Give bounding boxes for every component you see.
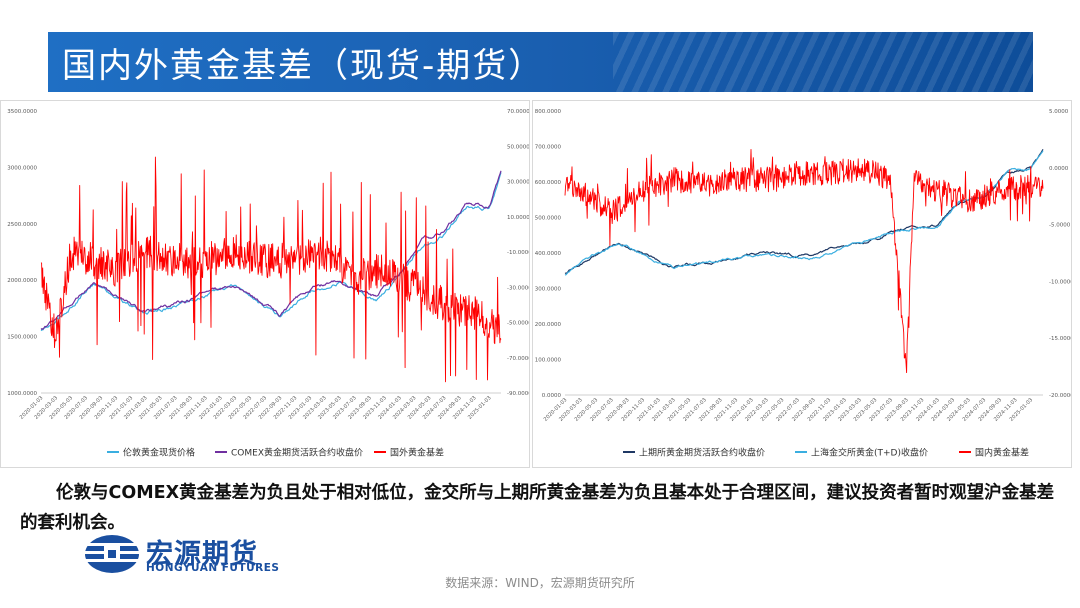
- chart-domestic-gold-basis: 0.0000 100.0000 200.0000 300.0000 400.0000 50…: [532, 100, 1074, 468]
- logo-text-cn: 宏源期货: [146, 539, 258, 570]
- y-right-tick-label: -10.0000: [1049, 279, 1071, 285]
- y-right-tick-label: 5.0000: [1049, 109, 1069, 115]
- y-right-tick-label: 50.0000: [507, 144, 529, 150]
- y-left-tick-label: 700.0000: [535, 145, 562, 151]
- legend-label: COMEX黄金期货活跃合约收盘价: [231, 447, 363, 459]
- y-left-tick-label: 1500.0000: [7, 335, 37, 341]
- y-right-tick-label: -15.0000: [1049, 336, 1071, 342]
- y-right-tick-label: 70.0000: [507, 109, 529, 115]
- y-left-tick-label: 1000.0000: [7, 391, 37, 397]
- legend-label: 上海金交所黄金(T+D)收盘价: [811, 447, 928, 459]
- data-source: 数据来源：WIND，宏源期货研究所: [445, 576, 635, 590]
- page-title: 国内外黄金基差（现货-期货）: [62, 46, 545, 86]
- y-left-tick-label: 2000.0000: [7, 278, 37, 284]
- logo-mark-icon: [84, 535, 140, 573]
- chart-foreign-gold-basis-svg: 1000.0000 1500.0000 2000.0000 2500.0000 3000…: [7, 109, 532, 459]
- series-line-0: [40, 172, 502, 332]
- y-left-tick-label: 2500.0000: [7, 222, 37, 228]
- y-right-tick-label: -20.0000: [1049, 393, 1071, 399]
- y-left-tick-label: 200.0000: [535, 322, 562, 328]
- series-line-0: [564, 148, 1044, 274]
- y-left-tick-label: 500.0000: [535, 216, 562, 222]
- y-left-tick-label: 300.0000: [535, 287, 562, 293]
- logo-text-en: HONGYUAN FUTURES: [146, 562, 280, 574]
- company-logo: 宏源期货 HONGYUAN FUTURES: [84, 534, 324, 574]
- series-line-1: [564, 150, 1044, 276]
- y-right-tick-label: -5.0000: [1049, 223, 1071, 229]
- y-right-tick-label: 10.0000: [507, 215, 529, 221]
- y-left-tick-label: 400.0000: [535, 251, 562, 257]
- legend-label: 上期所黄金期货活跃合约收盘价: [639, 447, 765, 459]
- y-left-tick-label: 100.0000: [535, 358, 562, 364]
- title-banner: 国内外黄金基差（现货-期货）: [48, 32, 1033, 92]
- y-right-tick-label: -30.0000: [507, 285, 529, 291]
- chart-foreign-gold-basis: 1000.0000 1500.0000 2000.0000 2500.0000 3000…: [0, 100, 532, 468]
- y-left-tick-label: 0.0000: [542, 393, 562, 399]
- y-right-tick-label: -70.0000: [507, 356, 529, 362]
- y-left-tick-label: 3000.0000: [7, 165, 37, 171]
- legend-label: 国外黄金基差: [390, 447, 444, 459]
- y-left-tick-label: 600.0000: [535, 180, 562, 186]
- chart-domestic-gold-basis-svg: 0.0000 100.0000 200.0000 300.0000 400.0000 50…: [535, 109, 1074, 459]
- series-line-2: [564, 149, 1044, 374]
- y-left-tick-label: 3500.0000: [7, 109, 37, 115]
- analysis-note-text: 伦敦与COMEX黄金基差为负且处于相对低位，金交所与上期所黄金基差为负且基本处于…: [20, 483, 1055, 533]
- y-right-tick-label: 0.0000: [1049, 166, 1069, 172]
- analysis-note: 伦敦与COMEX黄金基差为负且处于相对低位，金交所与上期所黄金基差为负且基本处于…: [20, 478, 1060, 538]
- series-line-1: [40, 170, 502, 330]
- y-right-tick-label: -90.0000: [507, 391, 529, 397]
- y-right-tick-label: -50.0000: [507, 321, 529, 327]
- y-left-tick-label: 800.0000: [535, 109, 562, 115]
- legend-label: 伦敦黄金现货价格: [123, 447, 195, 459]
- series-line-2: [40, 156, 502, 383]
- y-right-tick-label: -10.0000: [507, 250, 529, 256]
- y-right-tick-label: 30.0000: [507, 180, 529, 186]
- title-stripes: [613, 32, 1033, 92]
- legend-label: 国内黄金基差: [975, 447, 1029, 459]
